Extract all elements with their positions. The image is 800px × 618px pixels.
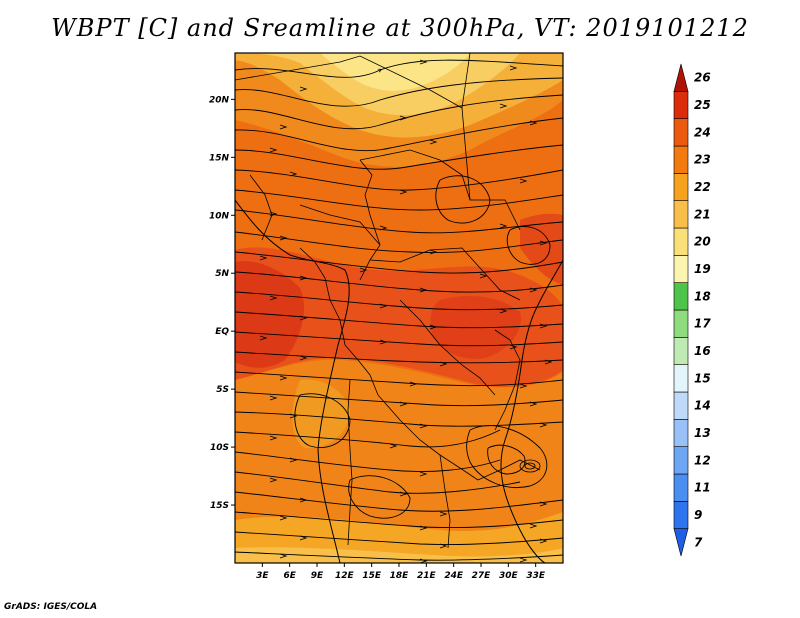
streamline	[235, 189, 563, 211]
colorbar-label: 12	[694, 453, 711, 467]
colorbar-swatch	[673, 337, 689, 365]
colorbar-swatch	[673, 391, 689, 420]
colorbar-label: 23	[694, 153, 711, 167]
colorbar-label: 15	[694, 371, 711, 385]
lon-tick-label: 9E	[311, 571, 324, 581]
streamline	[235, 391, 563, 407]
streamline	[235, 331, 563, 347]
colorbar-label: 13	[694, 426, 711, 440]
streamline	[235, 77, 563, 107]
colorbar-swatch	[673, 419, 689, 447]
streamline	[235, 551, 563, 561]
streamline	[235, 94, 563, 130]
streamline	[235, 59, 563, 78]
streamline	[235, 291, 563, 311]
lon-tick-label: 3E	[256, 571, 269, 581]
lat-tick-label: 5N	[215, 269, 229, 279]
wbpt-fill-24-east	[520, 213, 563, 285]
colorbar-swatch	[673, 309, 689, 338]
colorbar-label: 16	[694, 344, 711, 358]
lon-tick-label: 33E	[526, 571, 546, 581]
streamline-vortex	[506, 226, 551, 265]
colorbar-swatch	[673, 118, 689, 147]
colorbar-label: 11	[694, 481, 711, 495]
colorbar-swatch	[673, 364, 689, 393]
streamline	[235, 429, 501, 448]
chart-title: WBPT [C] and Sreamline at 300hPa, VT: 20…	[51, 14, 749, 42]
streamline	[235, 371, 563, 387]
lat-tick-label: 15N	[209, 153, 230, 163]
map-plot-area	[235, 53, 563, 563]
colorbar: 7 9 11 12 13 14 15 16 17 18 19 20 21 22 23 24 25 26	[673, 63, 711, 557]
colorbar-label: 14	[694, 399, 711, 413]
streamline	[235, 209, 563, 234]
lat-tick-label: 20N	[209, 95, 230, 105]
lon-tick-label: 24E	[444, 571, 464, 581]
lat-tick-label: 5S	[216, 385, 229, 395]
latitude-axis: 20N 15N 10N 5N EQ 5S 10S 15S	[209, 95, 235, 511]
colorbar-label: 22	[694, 180, 711, 194]
streamline	[235, 271, 563, 293]
lat-tick-label: EQ	[215, 327, 229, 337]
wbpt-fill-19-north	[320, 53, 470, 91]
streamline	[235, 251, 563, 274]
colorbar-label: 18	[694, 289, 711, 303]
streamline	[235, 471, 521, 494]
lon-tick-label: 6E	[283, 571, 296, 581]
colorbar-upper-triangle	[673, 63, 689, 92]
colorbar-swatch	[673, 255, 689, 283]
streamline	[235, 311, 563, 329]
streamline-vortex	[294, 393, 351, 448]
colorbar-swatch	[673, 200, 689, 229]
lon-tick-label: 15E	[362, 571, 382, 581]
streamline-vortex	[487, 444, 526, 475]
lake-outline	[519, 459, 541, 473]
colorbar-label: 24	[694, 125, 711, 139]
colorbar-swatch	[673, 282, 689, 311]
colorbar-label: 25	[694, 98, 711, 112]
streamline-arrows	[259, 59, 553, 563]
streamline	[235, 351, 563, 364]
colorbar-label: 19	[694, 262, 711, 276]
colorbar-swatch	[673, 446, 689, 475]
colorbar-swatch	[673, 501, 689, 529]
lon-tick-label: 30E	[499, 571, 519, 581]
colorbar-label: 21	[694, 207, 711, 221]
colorbar-swatch	[673, 173, 689, 201]
lon-tick-label: 18E	[390, 571, 410, 581]
colorbar-lower-triangle	[673, 528, 689, 557]
lat-tick-label: 15S	[210, 501, 229, 511]
colorbar-swatch	[673, 227, 689, 256]
streamline-vortex	[435, 175, 491, 224]
colorbar-swatch	[673, 91, 689, 119]
streamline	[235, 451, 501, 472]
lat-tick-label: 10S	[210, 443, 229, 453]
coastline-east	[500, 259, 563, 563]
lon-tick-label: 27E	[472, 571, 492, 581]
colorbar-label: 26	[694, 71, 711, 85]
streamline-vortex	[466, 425, 548, 488]
colorbar-label: 20	[694, 235, 711, 249]
longitude-axis: 3E 6E 9E 12E 15E 18E 21E 24E 27E 30E 33E	[256, 563, 546, 581]
streamline-vortex	[348, 475, 411, 519]
lon-tick-label: 12E	[335, 571, 355, 581]
streamline	[235, 117, 563, 152]
country-boundaries	[235, 53, 541, 549]
colorbar-label: 17	[694, 317, 711, 331]
streamline	[235, 491, 563, 512]
colorbar-swatch	[673, 473, 689, 502]
streamline	[235, 511, 563, 529]
colorbar-label: 7	[694, 535, 703, 549]
lake-inner-outline	[524, 462, 536, 470]
streamline	[235, 531, 563, 545]
lon-tick-label: 21E	[417, 571, 437, 581]
credit-label: GrADS: IGES/COLA	[4, 602, 98, 612]
colorbar-label: 9	[694, 508, 702, 522]
colorbar-swatch	[673, 145, 689, 174]
coastline-west	[235, 199, 350, 563]
streamline	[235, 144, 563, 170]
lat-tick-label: 10N	[209, 211, 230, 221]
